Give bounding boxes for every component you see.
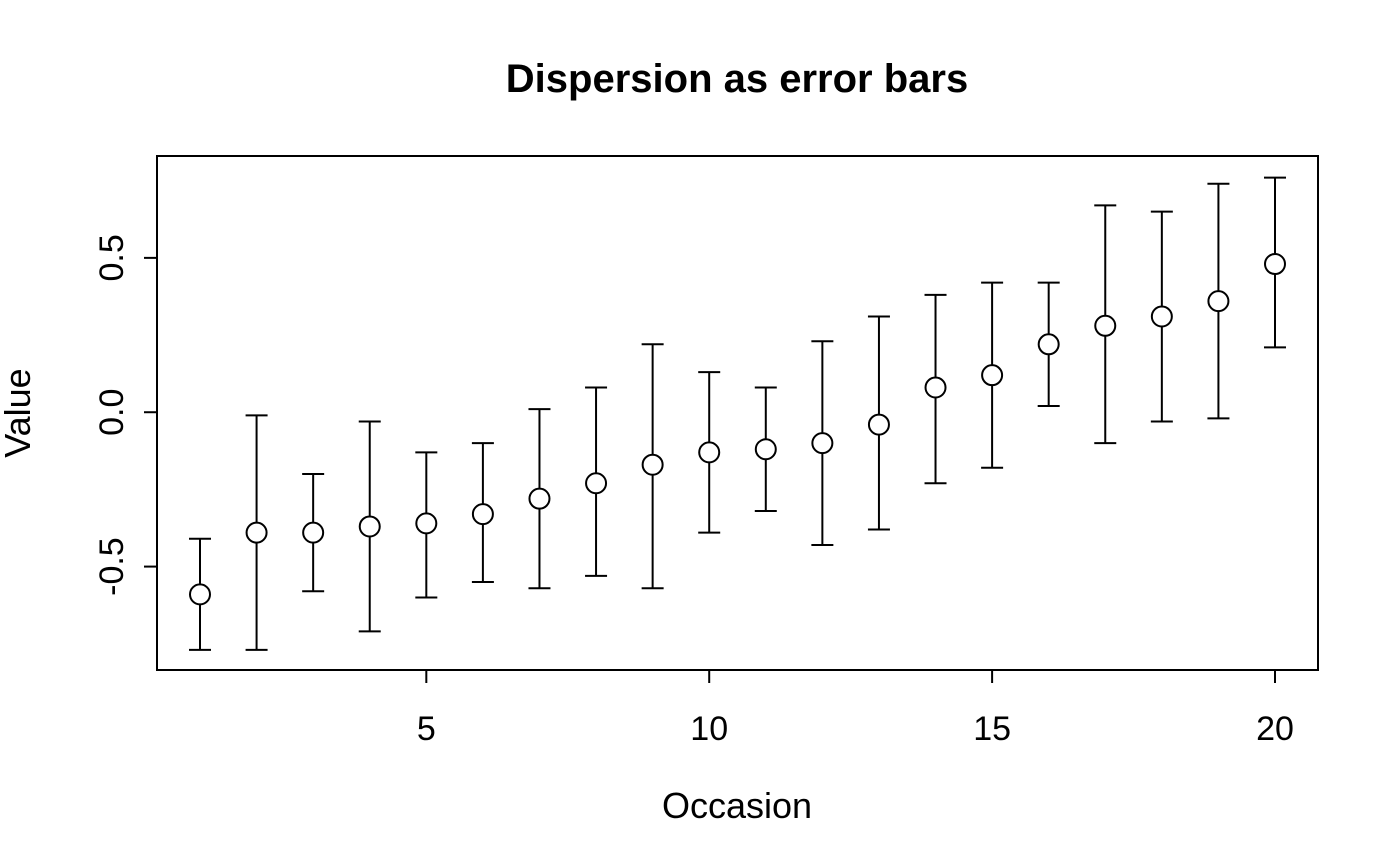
- error-bar: [415, 451, 438, 599]
- x-tick-label: 10: [690, 710, 728, 748]
- error-bar: [302, 472, 325, 593]
- data-point-marker: [245, 521, 268, 544]
- data-point-marker: [1264, 253, 1286, 276]
- error-bar: [245, 414, 268, 651]
- data-point-marker: [471, 503, 494, 526]
- error-bar: [528, 408, 551, 590]
- error-bar: [471, 442, 494, 584]
- error-bar: [585, 386, 608, 577]
- y-tick-label: -0.5: [93, 537, 131, 596]
- data-point-marker: [811, 432, 834, 455]
- y-tick-label: 0.0: [93, 389, 131, 436]
- error-bar: [924, 293, 947, 485]
- data-point-marker: [1037, 333, 1060, 356]
- error-bar: [358, 420, 381, 633]
- data-point-marker: [924, 376, 947, 399]
- data-point-marker: [867, 413, 890, 436]
- data-point-marker: [698, 441, 721, 464]
- data-point-marker: [415, 512, 438, 535]
- data-point-marker: [754, 438, 777, 461]
- error-bar: [754, 386, 777, 513]
- data-point-marker: [528, 487, 551, 510]
- error-bar: [981, 281, 1004, 469]
- error-bar: [1094, 204, 1117, 445]
- data-point-marker: [585, 472, 608, 495]
- data-point-marker: [189, 583, 211, 606]
- error-bar: [1207, 182, 1230, 420]
- x-axis-label: Occasion: [662, 785, 812, 826]
- data-point-marker: [981, 364, 1004, 387]
- x-axis-ticks: 5 10 15 20: [417, 670, 1294, 748]
- error-bar: [641, 343, 664, 590]
- error-bar: [1037, 281, 1060, 408]
- data-point-marker: [358, 515, 381, 538]
- plot-box: [156, 155, 1319, 671]
- data-point-marker: [1150, 305, 1173, 328]
- error-bar: [698, 371, 721, 534]
- error-bar: [189, 537, 211, 651]
- x-tick-label: 15: [973, 710, 1011, 748]
- x-tick-label: 20: [1256, 710, 1294, 748]
- data-point-marker: [1094, 314, 1117, 337]
- x-tick-label: 5: [417, 710, 436, 748]
- chart-title: Dispersion as error bars: [506, 57, 968, 101]
- error-bar: [1264, 176, 1286, 349]
- errorbar-series: [189, 176, 1286, 651]
- error-bar: [867, 315, 890, 531]
- y-axis-label: Value: [0, 368, 38, 457]
- data-point-marker: [302, 521, 325, 544]
- y-tick-label: 0.5: [93, 234, 131, 281]
- data-point-marker: [1207, 290, 1230, 313]
- data-point-marker: [641, 453, 664, 476]
- error-bar: [811, 340, 834, 546]
- error-bar: [1150, 210, 1173, 423]
- y-axis-ticks: 0.5 0.0 -0.5: [93, 234, 157, 596]
